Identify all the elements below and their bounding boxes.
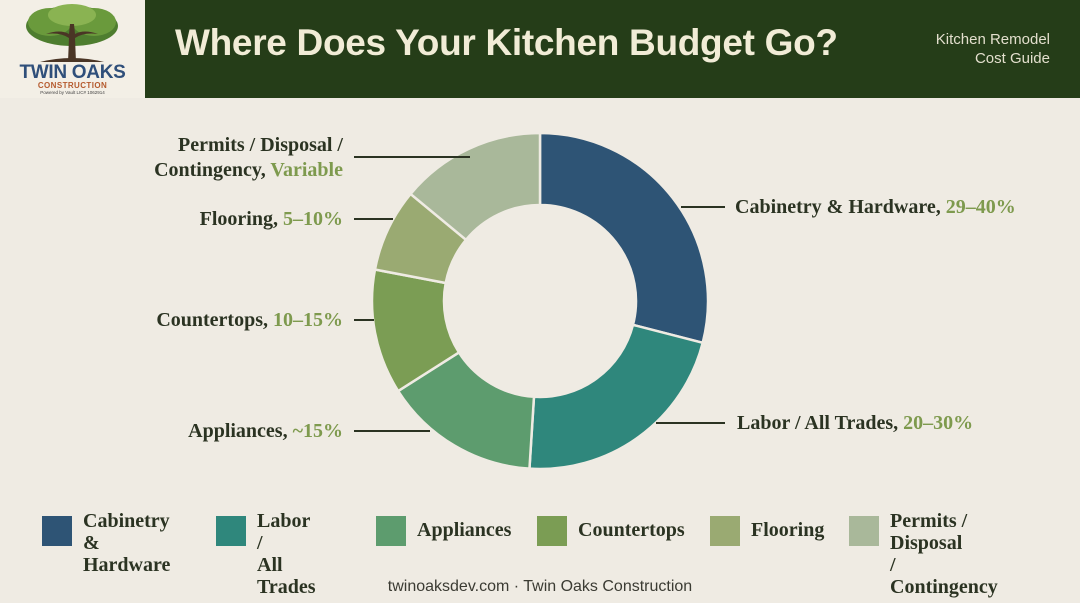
callout-cabinetry: Cabinetry & Hardware, 29–40% [735,195,1016,220]
callout-flooring-percent: 5–10% [283,208,343,230]
callout-appliances-label: Appliances, [188,420,293,442]
donut-slice-labor-all-trades [528,323,705,471]
callout-labor-percent: 20–30% [903,412,974,434]
callout-appliances-percent: ~15% [292,420,343,442]
callout-permits: Permits / Disposal / Contingency, Variab… [154,133,343,183]
legend-label-line2: Hardware [83,554,171,576]
legend-label: Flooring [751,519,825,541]
donut-slice-cabinetry-hardware [538,131,710,345]
company-logo[interactable]: TWIN OAKS CONSTRUCTION Powered by Vault … [0,0,145,98]
legend-label: Cabinetry & Hardware [83,510,170,576]
legend-label: Appliances [417,519,512,541]
callout-labor: Labor / All Trades, 20–30% [737,411,973,436]
callout-appliances: Appliances, ~15% [188,419,343,444]
logo-wordmark: TWIN OAKS [19,62,126,83]
donut-slice-permits-disposal-contingency [408,131,542,242]
header-banner: TWIN OAKS CONSTRUCTION Powered by Vault … [0,0,1080,98]
callout-permits-label: Contingency, [154,159,271,181]
oak-tree-icon [26,4,118,62]
callout-permits-line1: Permits / Disposal / [178,134,343,156]
callout-flooring-label: Flooring, [199,208,283,230]
legend-label-line2: / Contingency [890,554,998,598]
callout-labor-label: Labor / All Trades, [737,412,904,434]
logo-tagline: Powered by Vault LIC# 1062914 [40,90,105,95]
guide-label: Kitchen Remodel Cost Guide [850,30,1050,68]
legend-label-line1: Labor / [257,510,310,554]
callout-flooring: Flooring, 5–10% [200,207,343,232]
legend-swatch [42,516,72,546]
callout-countertops: Countertops, 10–15% [156,308,343,333]
legend-swatch [376,516,406,546]
legend-swatch [216,516,246,546]
legend-swatch [710,516,740,546]
guide-label-line1: Kitchen Remodel [935,31,1050,48]
legend-swatch [849,516,879,546]
page-title: Where Does Your Kitchen Budget Go? [175,22,838,63]
footer-credit: twinoaksdev.com · Twin Oaks Construction [387,578,693,595]
legend-label: Labor / All Trades [257,510,316,598]
callout-cabinetry-percent: 29–40% [945,196,1016,218]
callout-countertops-label: Countertops, [156,309,273,331]
leader-lines [354,156,725,432]
legend-label-line1: Permits / Disposal [890,510,968,554]
legend-label: Permits / Disposal / Contingency [890,510,998,598]
logo-subtitle: CONSTRUCTION [37,81,108,90]
callout-cabinetry-label: Cabinetry & Hardware, [735,196,946,218]
callout-permits-percent: Variable [270,159,343,181]
callout-countertops-percent: 10–15% [273,309,343,331]
donut-slices [370,131,710,471]
guide-label-line2: Cost Guide [974,50,1050,67]
legend-label-line1: Cabinetry & [83,510,170,554]
legend-label-line2: All Trades [257,554,316,598]
legend-swatch [537,516,567,546]
legend-label: Countertops [578,519,685,541]
